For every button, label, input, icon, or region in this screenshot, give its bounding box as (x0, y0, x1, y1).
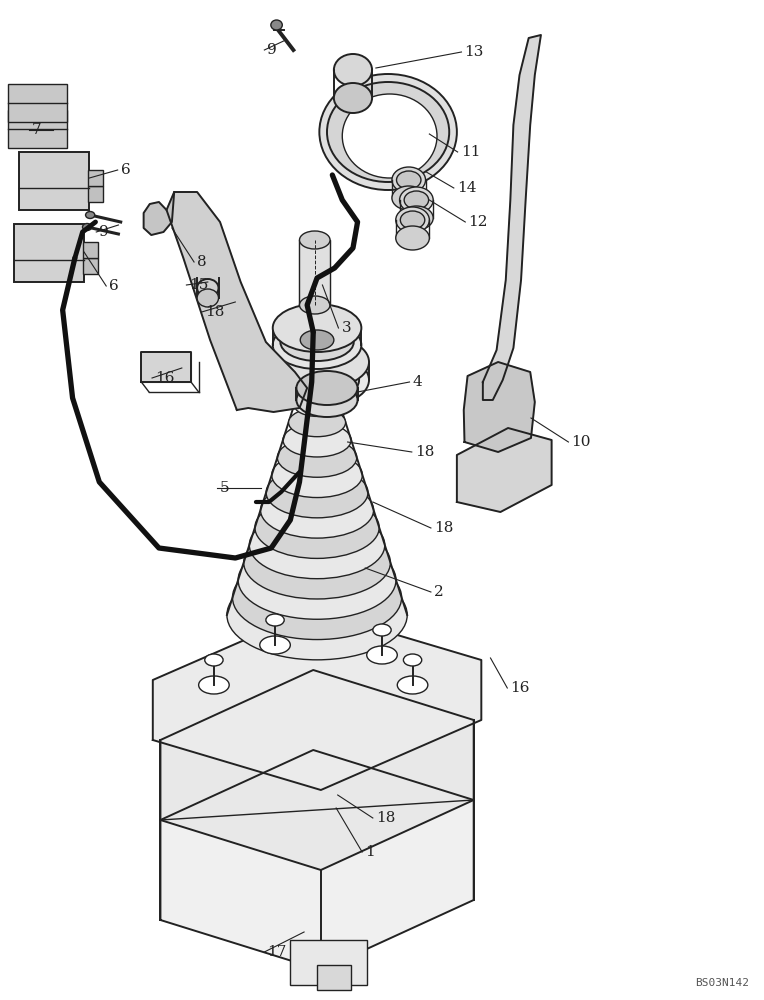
Ellipse shape (289, 408, 345, 437)
Text: 5: 5 (220, 481, 230, 495)
Text: 4: 4 (413, 375, 422, 389)
Ellipse shape (367, 137, 401, 167)
Ellipse shape (244, 526, 390, 599)
Ellipse shape (205, 654, 223, 666)
FancyBboxPatch shape (83, 258, 98, 274)
Ellipse shape (273, 304, 361, 352)
Polygon shape (160, 670, 474, 870)
Polygon shape (167, 192, 307, 412)
Ellipse shape (367, 646, 397, 664)
Ellipse shape (400, 187, 433, 213)
Ellipse shape (255, 497, 379, 558)
Ellipse shape (400, 211, 425, 229)
Ellipse shape (396, 226, 429, 250)
Text: BS03N142: BS03N142 (694, 978, 749, 988)
Ellipse shape (261, 482, 374, 538)
Ellipse shape (396, 207, 429, 233)
Ellipse shape (397, 676, 428, 694)
Ellipse shape (351, 111, 387, 143)
FancyBboxPatch shape (8, 84, 67, 122)
Ellipse shape (296, 371, 358, 405)
Text: 2: 2 (434, 585, 444, 599)
Text: 17: 17 (267, 945, 286, 959)
Text: 7: 7 (32, 123, 42, 137)
Text: 18: 18 (415, 445, 434, 459)
Polygon shape (457, 428, 552, 512)
Text: 8: 8 (197, 255, 207, 269)
Ellipse shape (266, 614, 284, 626)
FancyBboxPatch shape (14, 224, 84, 282)
Ellipse shape (249, 511, 385, 579)
Ellipse shape (327, 82, 449, 182)
Bar (290, 940, 367, 985)
Ellipse shape (227, 570, 407, 660)
FancyBboxPatch shape (8, 110, 67, 148)
Ellipse shape (260, 636, 290, 654)
Ellipse shape (319, 74, 457, 190)
FancyBboxPatch shape (19, 152, 89, 210)
Ellipse shape (199, 676, 229, 694)
Text: 15: 15 (189, 278, 209, 292)
FancyBboxPatch shape (88, 186, 103, 202)
Text: 13: 13 (465, 45, 484, 59)
Text: 10: 10 (571, 435, 591, 449)
Ellipse shape (232, 555, 402, 640)
Ellipse shape (342, 94, 437, 178)
Polygon shape (153, 610, 481, 790)
Polygon shape (483, 35, 541, 400)
Ellipse shape (404, 191, 429, 209)
Ellipse shape (300, 330, 334, 350)
Ellipse shape (272, 452, 362, 498)
Text: 16: 16 (155, 371, 175, 385)
Polygon shape (141, 352, 191, 382)
Ellipse shape (380, 118, 411, 146)
Ellipse shape (277, 438, 357, 477)
FancyBboxPatch shape (88, 170, 103, 186)
Ellipse shape (270, 335, 369, 389)
Ellipse shape (400, 206, 433, 230)
Ellipse shape (334, 54, 372, 86)
Ellipse shape (392, 186, 426, 210)
Ellipse shape (280, 323, 354, 361)
Text: 12: 12 (468, 215, 488, 229)
Text: 11: 11 (461, 145, 481, 159)
Ellipse shape (238, 541, 396, 619)
Polygon shape (144, 192, 174, 235)
Text: 1: 1 (365, 845, 375, 859)
Text: 16: 16 (510, 681, 530, 695)
Text: 14: 14 (457, 181, 477, 195)
Ellipse shape (397, 171, 421, 189)
Text: 6: 6 (121, 163, 131, 177)
Polygon shape (464, 362, 535, 452)
Ellipse shape (299, 296, 330, 314)
Ellipse shape (280, 359, 359, 401)
Ellipse shape (270, 353, 369, 407)
Ellipse shape (392, 167, 426, 193)
Polygon shape (299, 240, 330, 305)
Ellipse shape (334, 83, 372, 113)
Text: 3: 3 (342, 321, 351, 335)
Ellipse shape (266, 467, 368, 518)
Ellipse shape (296, 383, 358, 417)
Ellipse shape (86, 212, 95, 219)
Ellipse shape (299, 231, 330, 249)
FancyBboxPatch shape (83, 242, 98, 258)
Ellipse shape (270, 20, 283, 30)
Ellipse shape (197, 289, 219, 307)
Text: 9: 9 (99, 225, 109, 239)
Text: 9: 9 (267, 43, 277, 57)
Text: 18: 18 (434, 521, 453, 535)
Bar (317, 965, 351, 990)
Text: 18: 18 (205, 305, 224, 319)
Text: 18: 18 (376, 811, 395, 825)
Polygon shape (160, 750, 474, 970)
Ellipse shape (197, 279, 219, 297)
Ellipse shape (373, 624, 391, 636)
Text: 6: 6 (109, 279, 119, 293)
Ellipse shape (403, 654, 422, 666)
Ellipse shape (283, 423, 351, 457)
Ellipse shape (294, 394, 340, 416)
Ellipse shape (83, 224, 92, 231)
Ellipse shape (273, 321, 361, 369)
